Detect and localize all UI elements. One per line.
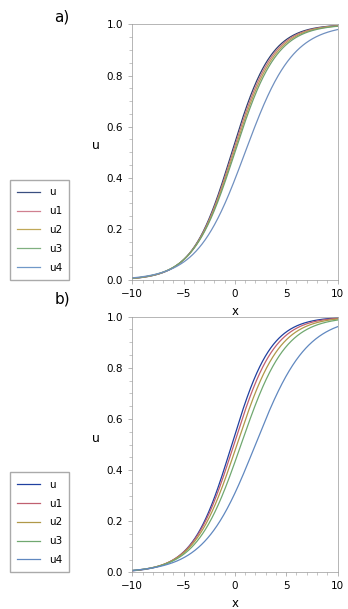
X-axis label: x: x [231,304,238,318]
Text: b): b) [54,291,70,306]
Y-axis label: u: u [92,432,100,445]
Legend: u, u1, u2, u3, u4: u, u1, u2, u3, u4 [10,180,69,280]
X-axis label: x: x [231,597,238,609]
Legend: u, u1, u2, u3, u4: u, u1, u2, u3, u4 [10,473,69,572]
Text: a): a) [54,9,70,24]
Y-axis label: u: u [92,139,100,152]
